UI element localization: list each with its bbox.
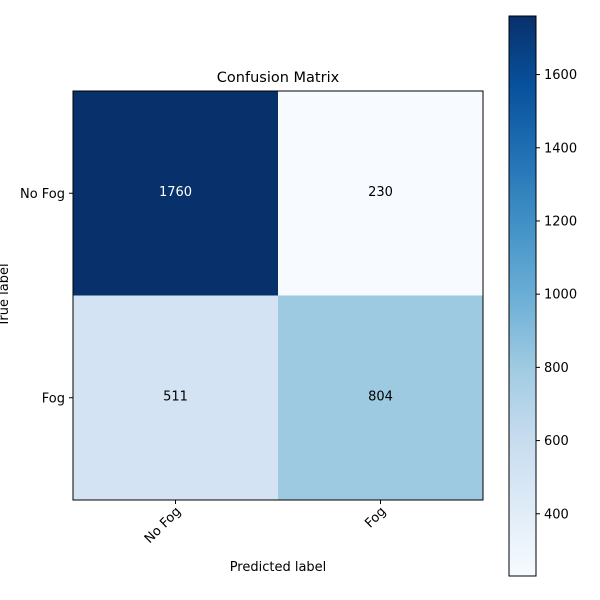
colorbar-tick-label: 400 bbox=[544, 507, 569, 522]
heatmap-cells: 1760 230 511 804 bbox=[73, 91, 483, 500]
colorbar-tick-label: 1200 bbox=[544, 214, 577, 229]
heatmap-cell bbox=[278, 295, 483, 500]
y-axis-label: True label bbox=[0, 263, 12, 327]
colorbar-tick-label: 600 bbox=[544, 434, 569, 449]
heatmap-cell bbox=[73, 91, 278, 296]
colorbar-tick-label: 1400 bbox=[544, 141, 577, 156]
x-axis-ticks: No Fog Fog bbox=[142, 500, 389, 547]
x-axis-label: Predicted label bbox=[230, 560, 327, 575]
colorbar-ticks: 400 600 800 1000 1200 1400 1600 bbox=[536, 68, 577, 522]
cell-value-label: 230 bbox=[368, 185, 393, 200]
x-tick-label: No Fog bbox=[142, 504, 184, 546]
y-axis-ticks: No Fog Fog bbox=[20, 187, 73, 406]
cell-value-label: 511 bbox=[163, 389, 188, 404]
cell-value-label: 804 bbox=[368, 389, 393, 404]
y-tick-label: No Fog bbox=[20, 187, 65, 202]
heatmap-cell bbox=[73, 295, 278, 500]
colorbar bbox=[508, 15, 537, 577]
colorbar-tick-label: 800 bbox=[544, 361, 569, 376]
cell-value-label: 1760 bbox=[159, 185, 192, 200]
heatmap-cell bbox=[278, 91, 483, 296]
plot-frame bbox=[72, 90, 484, 501]
chart-title: Confusion Matrix bbox=[217, 70, 340, 86]
colorbar-tick-label: 1600 bbox=[544, 68, 577, 83]
x-tick-label: Fog bbox=[362, 504, 389, 531]
y-tick-label: Fog bbox=[42, 391, 65, 406]
colorbar-tick-label: 1000 bbox=[544, 288, 577, 303]
